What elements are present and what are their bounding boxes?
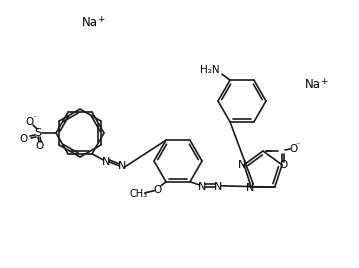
Text: Na: Na — [82, 17, 98, 29]
Text: Na: Na — [305, 79, 321, 91]
Text: N: N — [198, 182, 206, 192]
Text: N: N — [118, 161, 126, 171]
Text: O: O — [153, 185, 161, 195]
Text: O: O — [289, 144, 297, 154]
Text: O: O — [279, 160, 287, 170]
Text: +: + — [320, 76, 327, 85]
Text: N: N — [246, 183, 255, 193]
Text: N: N — [238, 160, 246, 170]
Text: ⁻: ⁻ — [33, 114, 37, 122]
Text: N: N — [214, 182, 222, 192]
Text: ⁻: ⁻ — [296, 140, 300, 150]
Text: +: + — [97, 14, 104, 24]
Text: O: O — [26, 117, 34, 127]
Text: O: O — [20, 134, 28, 144]
Text: CH₃: CH₃ — [130, 189, 148, 199]
Text: H₂N: H₂N — [200, 65, 220, 75]
Text: O: O — [36, 141, 44, 151]
Text: S: S — [34, 128, 42, 138]
Text: N: N — [102, 157, 110, 167]
